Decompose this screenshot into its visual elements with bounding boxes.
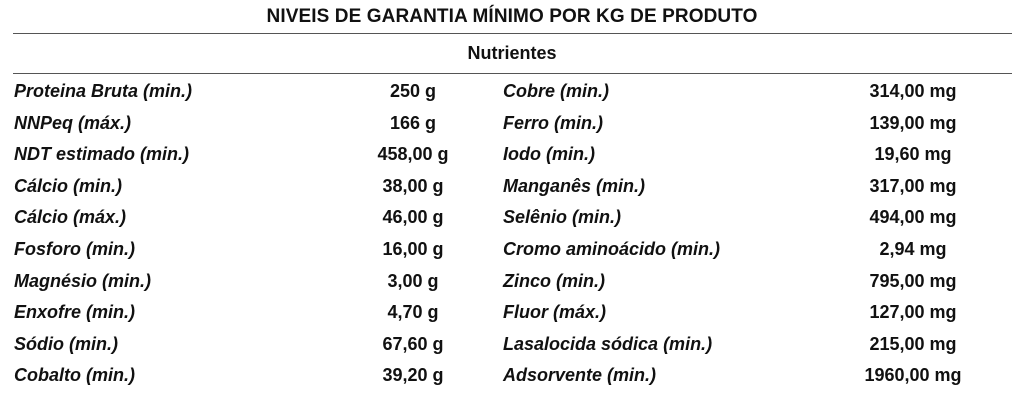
table-row: Magnésio (min.) 3,00 g Zinco (min.) 795,…: [0, 266, 1024, 298]
nutrient-value: 16,00 g: [382, 238, 444, 259]
nutrient-value: 4,70 g: [387, 302, 439, 323]
section-header: Nutrientes: [467, 43, 557, 63]
nutrient-value: 250 g: [389, 81, 437, 101]
nutrient-name: Cálcio (máx.): [14, 207, 127, 228]
nutrient-value: 39,20 g: [382, 365, 444, 386]
nutrient-value: 458,00 g: [377, 144, 449, 165]
nutrient-value: 139,00 mg: [869, 112, 957, 133]
nutrient-value: 3,00 g: [387, 270, 439, 291]
nutrient-name: Ferro (min.): [503, 112, 604, 133]
header-divider: [13, 73, 1012, 74]
nutrient-value: 795,00 mg: [869, 270, 957, 291]
nutrient-name: Enxofre (min.): [14, 302, 136, 323]
nutrient-name: Cálcio (min.): [14, 175, 123, 196]
table-row: NDT estimado (min.) 458,00 g Iodo (min.)…: [0, 139, 1024, 171]
table-row: Sódio (min.) 67,60 g Lasalocida sódica (…: [0, 329, 1024, 361]
nutrient-value: 317,00 mg: [869, 175, 957, 196]
nutrient-value: 46,00 g: [382, 207, 444, 228]
nutrient-name: Sódio (min.): [14, 333, 118, 354]
nutrient-value: 127,00 mg: [869, 302, 957, 323]
nutrient-name: Fluor (máx.): [503, 302, 607, 323]
nutrient-value: 1960,00 mg: [864, 365, 962, 386]
table-row: Cálcio (min.) 38,00 g Manganês (min.) 31…: [0, 171, 1024, 203]
nutrient-name: Fosforo (min.): [14, 238, 135, 259]
nutrient-value: 166 g: [389, 112, 437, 133]
table-row: Fosforo (min.) 16,00 g Cromo aminoácido …: [0, 234, 1024, 266]
nutrient-value: 215,00 mg: [869, 333, 957, 354]
nutrient-value: 67,60 g: [382, 333, 444, 354]
nutrient-name: Cobalto (min.): [14, 365, 135, 386]
nutrient-name: Manganês (min.): [503, 175, 646, 196]
nutrient-name: Zinco (min.): [503, 270, 605, 291]
nutrient-name: NDT estimado (min.): [14, 144, 190, 165]
table-row: Cobalto (min.) 39,20 g Adsorvente (min.)…: [0, 360, 1024, 392]
table-row: Proteina Bruta (min.) 250 g Cobre (min.)…: [0, 76, 1024, 108]
nutrient-name: Cromo aminoácido (min.): [503, 238, 721, 259]
table-title: NIVEIS DE GARANTIA MÍNIMO POR KG DE PROD…: [266, 6, 758, 27]
nutrient-value: 314,00 mg: [869, 81, 957, 101]
nutrient-value: 38,00 g: [382, 175, 444, 196]
title-divider: [13, 33, 1012, 34]
nutrient-name: Proteina Bruta (min.): [14, 81, 193, 101]
nutrient-table: Proteina Bruta (min.) 250 g Cobre (min.)…: [0, 76, 1024, 392]
table-row: Cálcio (máx.) 46,00 g Selênio (min.) 494…: [0, 202, 1024, 234]
nutrient-name: Cobre (min.): [503, 81, 609, 101]
nutrient-name: Lasalocida sódica (min.): [503, 333, 713, 354]
nutrient-name: Iodo (min.): [503, 144, 595, 165]
nutrient-name: NNPeq (máx.): [14, 112, 132, 133]
nutrient-name: Adsorvente (min.): [503, 365, 657, 386]
nutrient-name: Magnésio (min.): [14, 270, 152, 291]
nutrient-value: 494,00 mg: [869, 207, 957, 228]
table-row: Enxofre (min.) 4,70 g Fluor (máx.) 127,0…: [0, 297, 1024, 329]
nutrient-name: Selênio (min.): [503, 207, 622, 228]
table-row: NNPeq (máx.) 166 g Ferro (min.) 139,00 m…: [0, 108, 1024, 140]
nutrient-value: 2,94 mg: [879, 238, 947, 259]
nutrient-value: 19,60 mg: [874, 144, 952, 165]
